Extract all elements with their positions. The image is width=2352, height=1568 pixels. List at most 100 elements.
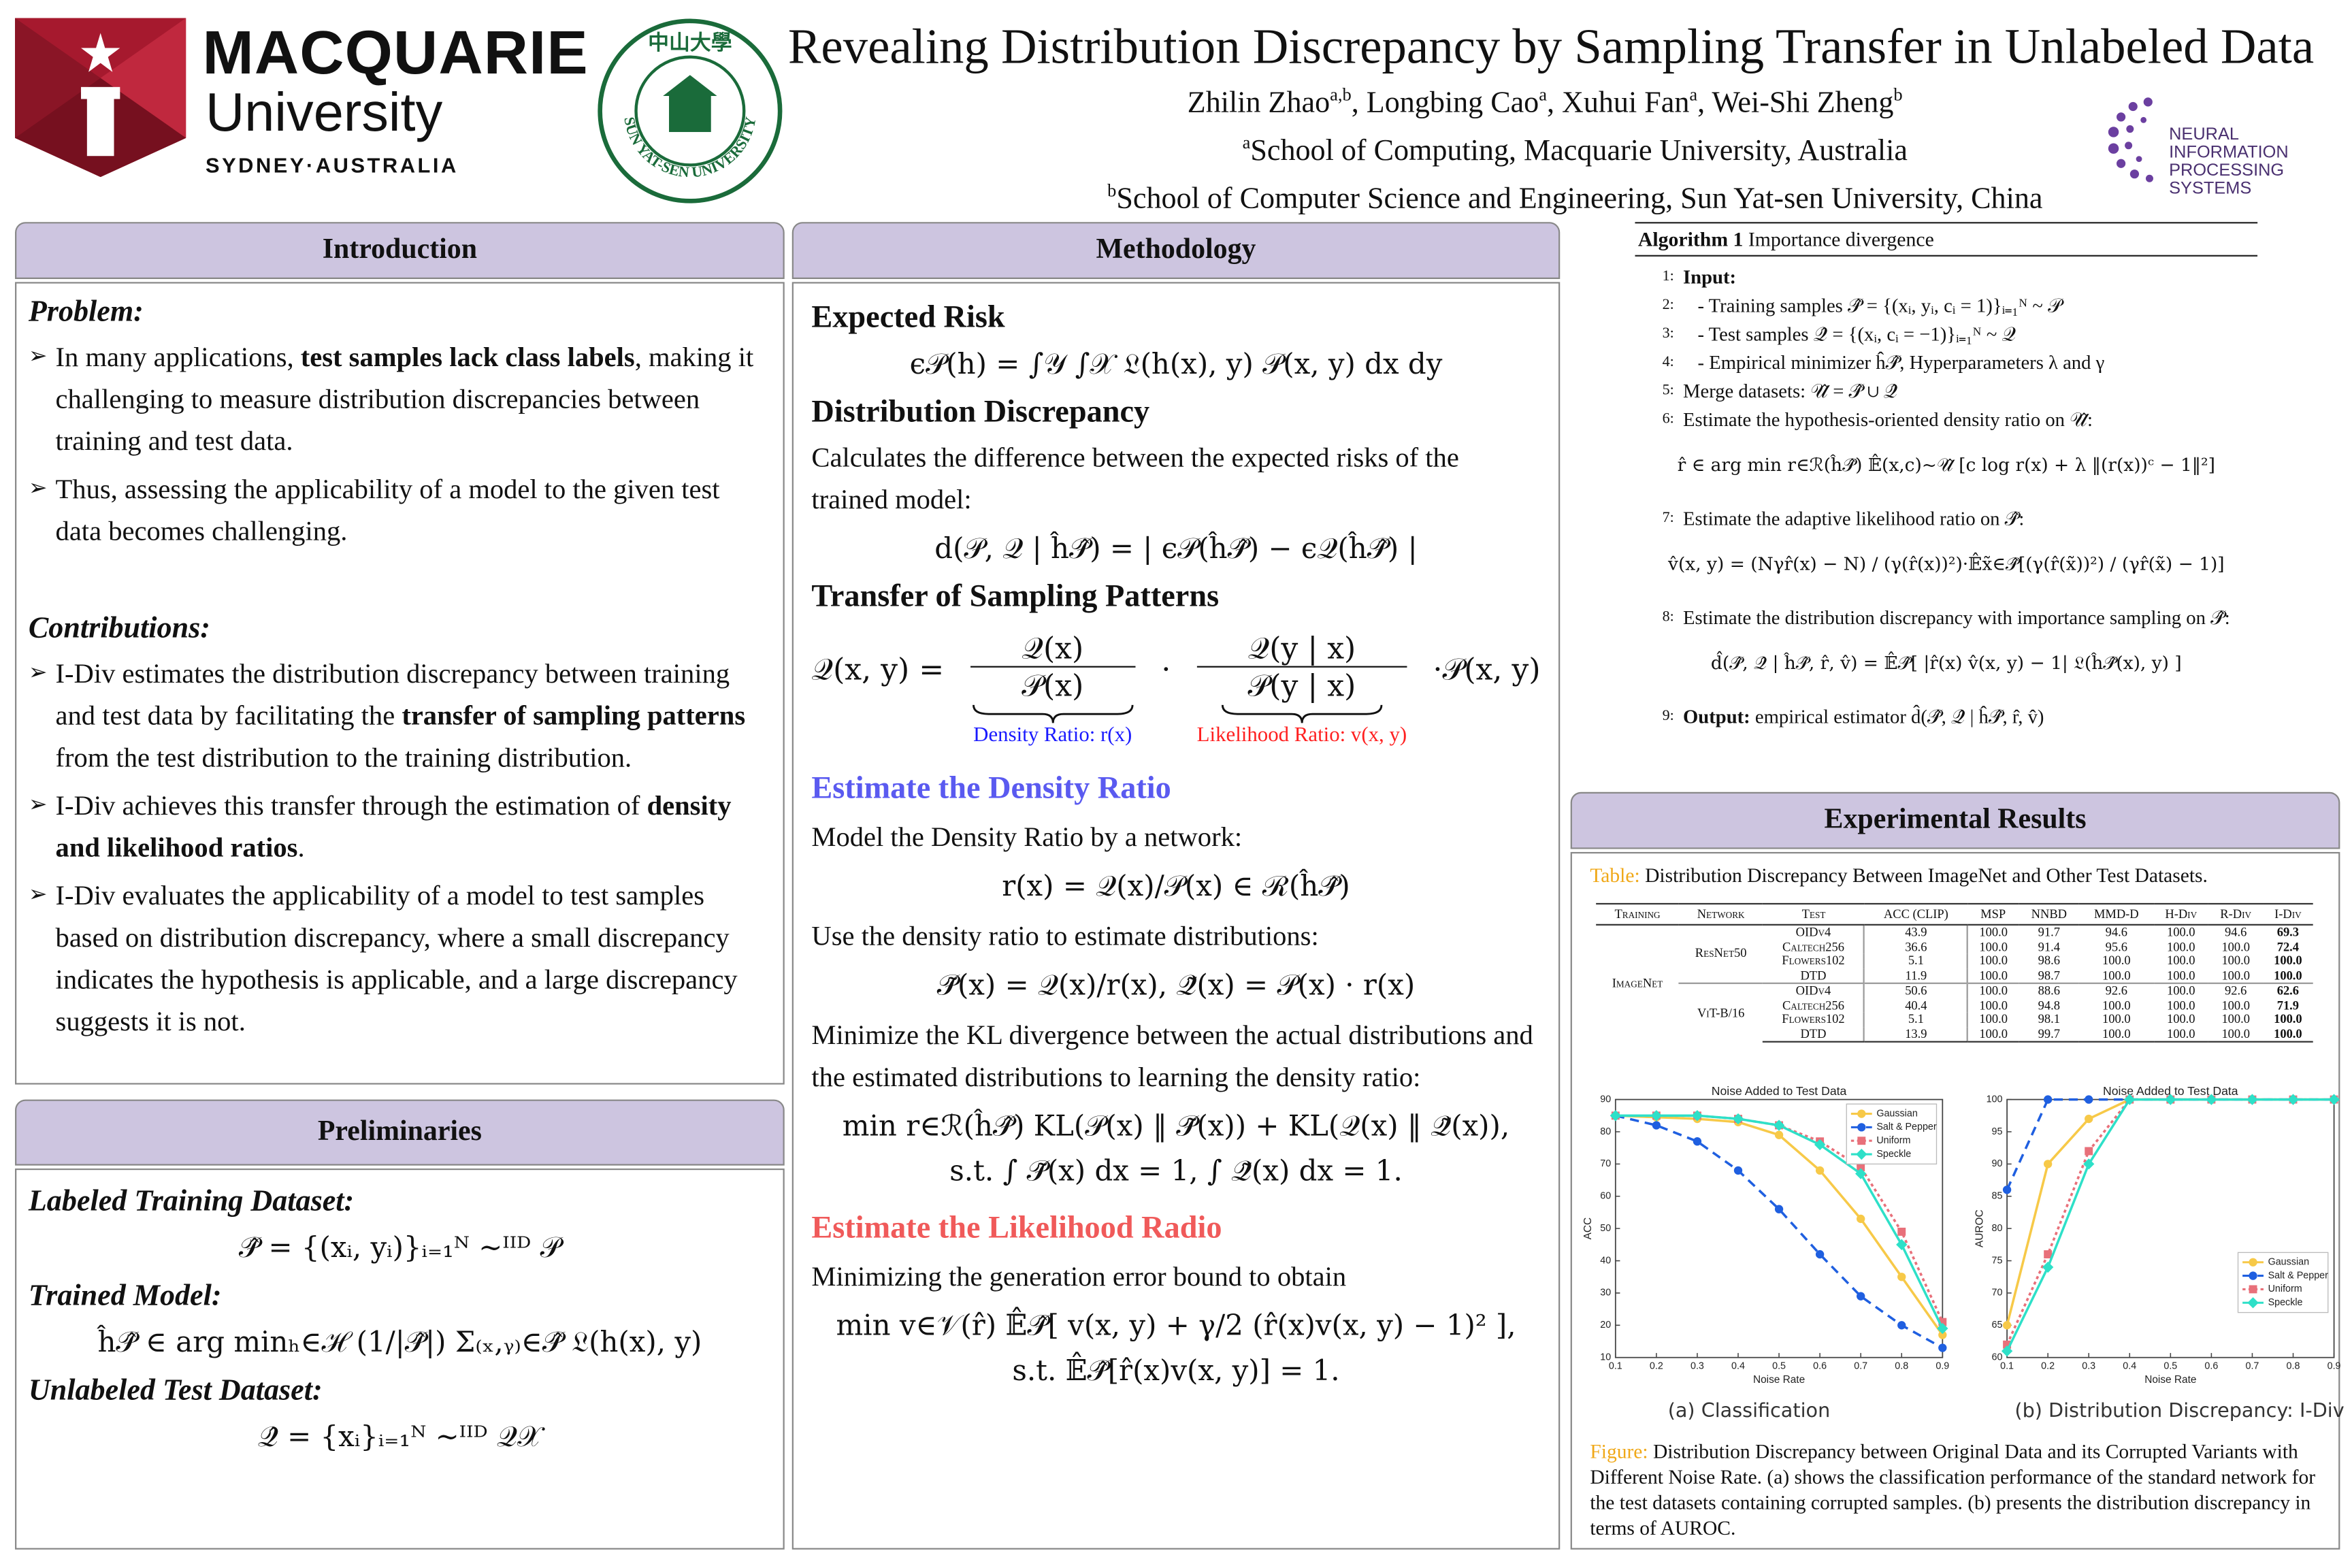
algorithm-formula: d̂(𝒫̂, 𝒬̂ | ĥ𝒫̂, r̂, v̂) = 𝔼̂𝒫̂[ |r̂(x) …: [1710, 652, 2182, 674]
line-body: Merge datasets: 𝒰̂ = 𝒫̂ ∪ 𝒬̂: [1683, 376, 1897, 405]
authors: Zhilin Zhaoa,b, Longbing Caoa, Xuhui Fan…: [930, 84, 2160, 120]
y-tick-label: 65: [1992, 1320, 2003, 1330]
value-cell: 100.0: [2274, 953, 2302, 968]
sysu-seal: 中山大學 SUN YAT-SEN UNIVERSITY: [598, 18, 783, 203]
table-head: Training Network Test ACC (CLIP) MSP NNBD MMD-…: [1596, 902, 2313, 926]
line-text: Estimate the distribution discrepancy wi…: [1683, 606, 2230, 629]
line-body: - Training samples 𝒫̂ = {(xᵢ, yᵢ, cᵢ = 1…: [1683, 291, 2061, 320]
section-heading: Methodology: [791, 222, 1561, 279]
algorithm-line: 3: - Test samples 𝒬̂ = {(xᵢ, cᵢ = −1)}ᵢ₌…: [1635, 319, 2257, 348]
marker: [1938, 1343, 1947, 1352]
value-cell: 50.6: [1863, 982, 1968, 998]
legend-label: Salt & Pepper: [1876, 1122, 1937, 1132]
marker: [2247, 1297, 2259, 1309]
value-cell: 100.0: [2221, 953, 2250, 968]
brace-path: [1221, 704, 1383, 723]
y-tick-label: 90: [1992, 1158, 2003, 1169]
line-number: 1:: [1662, 268, 1674, 285]
results-table: Training Network Test ACC (CLIP) MSP NNBD MMD-…: [1596, 902, 2313, 1043]
formula: s.t. 𝔼̂𝒫̂[r̂(x)v(x, y)] = 1.: [1012, 1354, 1340, 1388]
algorithm-number: Algorithm 1: [1637, 228, 1744, 251]
value-cell: 72.4: [2276, 939, 2300, 953]
logo-text: NEURAL INFORMATION PROCESSING SYSTEMS: [2169, 126, 2352, 198]
x-tick-label: 0.4: [1731, 1361, 1745, 1372]
ratio-label: Density Ratio: r(x): [973, 724, 1132, 747]
value-cell: 40.4: [1863, 998, 1968, 1013]
value-cell: 88.6: [2019, 982, 2080, 998]
line-body: Input:: [1683, 263, 1736, 291]
table-row: ImageNet ResNet50 OIDv4 43.9 100.0 91.7 94.6 10…: [1596, 924, 2313, 990]
value-cell: 98.7: [2038, 968, 2060, 982]
value-cell: 100.0: [2221, 968, 2250, 982]
test-cell: DTD: [1800, 968, 1827, 982]
value-cell: 36.6: [1863, 939, 1968, 954]
formula: d(𝒫, 𝒬 | ĥ𝒫̂) = | ϵ𝒫(ĥ𝒫̂) − ϵ𝒬(ĥ𝒫̂) |: [934, 532, 1418, 566]
equation-lhs: 𝒬(x, y) =: [811, 651, 945, 687]
line-text: empirical estimator d̂(𝒫̂, 𝒬̂ | ĥ𝒫̂, r̂,…: [1750, 704, 2044, 728]
bullet-list: I-Div estimates the distribution discrep…: [29, 653, 771, 1043]
chart-title: Noise Added to Test Data: [1712, 1084, 1847, 1098]
y-tick-label: 20: [1600, 1320, 1611, 1330]
author-affiliation: b: [1893, 84, 1903, 105]
line-body: Output: empirical estimator d̂(𝒫̂, 𝒬̂ | …: [1683, 702, 2044, 731]
marker: [1774, 1130, 1784, 1139]
affiliation-text: School of Computing, Macquarie Universit…: [1250, 134, 1908, 168]
ratio-term: 𝒬(x) 𝒫(x) Density Ratio: r(x): [970, 630, 1135, 749]
section-heading: Introduction: [15, 222, 785, 279]
marker: [1897, 1321, 1906, 1330]
bullet: I-Div estimates the distribution discrep…: [29, 653, 771, 779]
preliminaries-body: Labeled Training Dataset: 𝒫̂ = {(xᵢ, yᵢ)}…: [15, 1168, 785, 1550]
author-name: Longbing Cao: [1366, 86, 1539, 120]
section-heading: Preliminaries: [15, 1099, 785, 1166]
chart-caption: (b) Distribution Discrepancy: I-Div: [2014, 1399, 2344, 1422]
y-tick-label: 95: [1992, 1126, 2003, 1137]
author-name: Wei-Shi Zheng: [1712, 86, 1894, 120]
line-body: - Empirical minimizer ĥ𝒫̂, Hyperparamete…: [1683, 348, 2104, 376]
bullet: Thus, assessing the applicability of a m…: [29, 468, 771, 552]
legend-label: Gaussian: [1876, 1108, 1918, 1119]
test-cell: Flowers102: [1782, 1012, 1845, 1026]
text: In many applications,: [55, 342, 301, 372]
block-subheading: Estimate the Likelihood Radio: [811, 1209, 1222, 1245]
x-tick-label: 0.6: [1813, 1361, 1827, 1372]
value-cell: 100.0: [1966, 939, 2019, 954]
column-header: MMD-D: [2079, 902, 2154, 926]
marker: [2085, 1114, 2093, 1124]
marker: [2247, 1094, 2258, 1105]
transfer-equation: 𝒬(x, y) = 𝒬(x) 𝒫(x) Density Ratio: r(x) · 𝒬(y…: [811, 630, 1540, 749]
value-cell: 100.0: [2166, 953, 2195, 968]
line-chart: Noise Added to Test Data 10 20 30 40 50 60 70 80…: [1582, 1084, 1949, 1422]
value-cell: 100.0: [2221, 1012, 2250, 1026]
formula: min v∈𝒱(r̂) 𝔼̂𝒫̂[ v(x, y) + γ/2 (r̂(x)v(…: [836, 1309, 1516, 1343]
y-tick-label: 80: [1992, 1223, 2003, 1234]
y-tick-label: 100: [1987, 1094, 2003, 1105]
test-cell: Caltech256: [1782, 939, 1844, 953]
column-header: Test: [1763, 902, 1865, 926]
marker: [2165, 1094, 2176, 1105]
subsection-heading: Contributions:: [28, 612, 210, 645]
value-cell: 100.0: [1966, 968, 2019, 983]
underbrace: [1221, 704, 1383, 723]
value-cell: 5.1: [1863, 953, 1968, 968]
marker: [1732, 1113, 1744, 1125]
x-tick-label: 0.1: [1609, 1361, 1622, 1372]
marker: [1857, 1123, 1866, 1132]
algorithm-line: 8: Estimate the distribution discrepancy …: [1635, 603, 2257, 632]
marker: [1610, 1110, 1621, 1122]
x-axis-label: Noise Rate: [1753, 1374, 1805, 1386]
text: , making it challenging to measure distr…: [55, 342, 754, 457]
x-tick-label: 0.4: [2123, 1361, 2136, 1372]
paragraph: Use the density ratio to estimate distri…: [811, 921, 1319, 951]
table-caption: Table: Distribution Discrepancy Between …: [1590, 862, 2208, 887]
line-chart: Noise Added to Test Data 60 65 70 75 80 85 90 95…: [1974, 1084, 2344, 1422]
line-text: Merge datasets: 𝒰̂ = 𝒫̂ ∪ 𝒬̂: [1683, 379, 1898, 402]
text: I-Div evaluates the applicability of a m…: [55, 880, 738, 1037]
line-text: Estimate the adaptive likelihood ratio o…: [1683, 506, 2025, 530]
block-subheading: Estimate the Density Ratio: [811, 769, 1171, 806]
value-cell: 100.0: [2166, 939, 2195, 953]
table-row: DTD 11.9 100.0 98.7 100.0 100.0 100.0 100.0: [1596, 968, 2313, 983]
column-header: I-Div: [2263, 902, 2313, 926]
author-affiliation: a,b: [1330, 84, 1352, 105]
y-tick-label: 75: [1992, 1255, 2003, 1266]
x-tick-label: 0.2: [2041, 1361, 2055, 1372]
